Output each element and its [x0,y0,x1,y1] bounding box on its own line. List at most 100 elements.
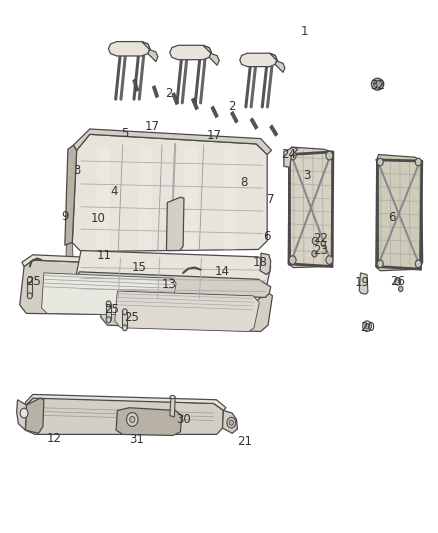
Text: 13: 13 [161,278,176,290]
Text: 17: 17 [207,130,222,142]
Polygon shape [223,146,237,249]
Text: 31: 31 [129,433,144,446]
Circle shape [106,301,111,307]
Text: 1: 1 [300,26,308,38]
Text: 14: 14 [215,265,230,278]
Polygon shape [250,118,258,130]
Circle shape [395,278,401,285]
Polygon shape [211,106,219,118]
Text: 5: 5 [121,127,128,140]
Circle shape [27,293,32,298]
Polygon shape [65,241,74,284]
Polygon shape [101,284,272,332]
Circle shape [20,408,28,418]
Text: 19: 19 [355,276,370,289]
Circle shape [326,151,333,160]
Polygon shape [42,273,176,316]
Text: 10: 10 [91,212,106,225]
Circle shape [363,321,371,332]
Polygon shape [96,146,110,249]
Circle shape [365,324,369,329]
Polygon shape [170,45,211,60]
Circle shape [289,256,296,264]
Text: 25: 25 [26,275,41,288]
Circle shape [415,260,421,268]
Circle shape [27,277,32,282]
Polygon shape [22,255,199,272]
Text: 18: 18 [253,256,268,269]
Text: 6: 6 [388,211,396,224]
Polygon shape [106,304,111,320]
Polygon shape [288,147,333,268]
Polygon shape [65,145,77,245]
Polygon shape [133,79,139,92]
Polygon shape [72,134,267,252]
Polygon shape [191,98,198,110]
Text: 32: 32 [370,79,385,92]
Polygon shape [240,53,277,67]
Polygon shape [115,291,259,332]
Text: 2: 2 [165,87,173,100]
Text: 30: 30 [176,413,191,426]
Polygon shape [172,93,179,104]
Polygon shape [109,42,150,56]
Circle shape [127,413,138,426]
Text: 15: 15 [132,261,147,274]
Polygon shape [27,280,32,296]
Circle shape [326,256,333,264]
Polygon shape [270,125,278,136]
Circle shape [415,158,421,166]
Circle shape [377,158,383,166]
Polygon shape [74,251,271,301]
Polygon shape [25,394,226,410]
Polygon shape [25,397,223,434]
Ellipse shape [371,78,384,90]
Text: 26: 26 [390,275,405,288]
Polygon shape [138,146,152,249]
Text: 25: 25 [124,311,139,324]
Text: 17: 17 [145,120,160,133]
Ellipse shape [170,395,175,399]
Text: 20: 20 [360,321,375,334]
Circle shape [312,237,318,245]
Polygon shape [74,272,271,297]
Text: 25: 25 [104,303,119,316]
Text: 11: 11 [97,249,112,262]
Polygon shape [166,197,184,251]
Polygon shape [230,111,238,123]
Polygon shape [116,408,182,435]
Circle shape [122,325,127,330]
Polygon shape [203,45,219,66]
Text: 21: 21 [237,435,252,448]
Polygon shape [25,398,44,433]
Circle shape [399,286,403,292]
Text: 23: 23 [313,244,328,257]
Circle shape [312,251,317,257]
Polygon shape [170,397,175,417]
Polygon shape [122,312,127,328]
Circle shape [229,420,233,425]
Text: 4: 4 [110,185,118,198]
Polygon shape [284,147,298,167]
Polygon shape [74,129,272,155]
Polygon shape [223,410,237,433]
Circle shape [106,317,111,323]
Polygon shape [17,400,26,430]
Text: 6: 6 [263,230,271,243]
Polygon shape [359,273,368,294]
Circle shape [377,260,383,268]
Ellipse shape [374,80,381,88]
Circle shape [122,309,127,314]
Text: 2: 2 [228,100,236,113]
Circle shape [227,417,236,428]
Text: 3: 3 [73,164,80,177]
Polygon shape [376,155,423,271]
Text: 3: 3 [303,169,310,182]
Polygon shape [184,146,198,249]
Polygon shape [142,42,158,62]
Polygon shape [269,53,285,72]
Text: 22: 22 [313,232,328,245]
Text: 8: 8 [241,176,248,189]
Polygon shape [152,85,159,98]
Text: 12: 12 [47,432,62,445]
